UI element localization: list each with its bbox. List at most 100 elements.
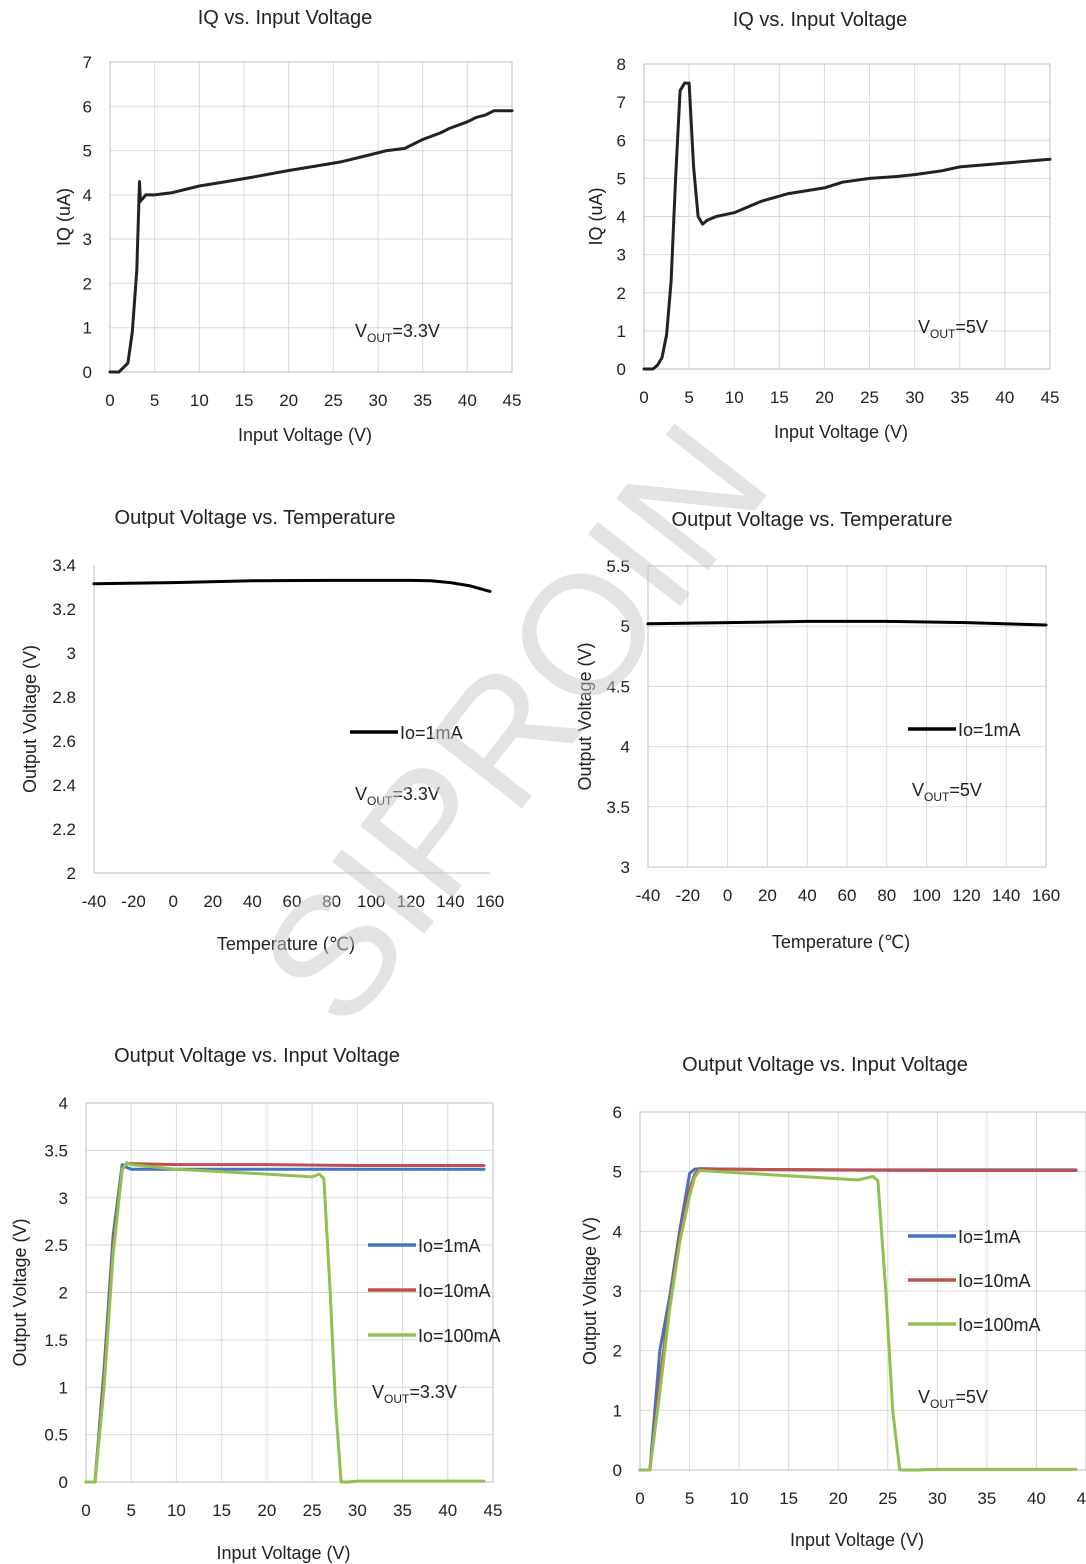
x-tick-label: 100 [912, 886, 940, 905]
y-tick-label: 1.5 [44, 1331, 68, 1350]
x-tick-label: 100 [357, 892, 385, 911]
x-tick-label: 120 [952, 886, 980, 905]
vout-annotation: VOUT=5V [912, 780, 982, 804]
x-tick-label: 0 [105, 391, 114, 410]
series-line-io100ma [638, 1169, 1078, 1472]
y-tick-label: 5 [621, 617, 630, 636]
series-line [642, 81, 1052, 371]
x-tick-label: 20 [815, 388, 834, 407]
x-tick-label: 45 [1041, 388, 1060, 407]
y-tick-label: 4.5 [606, 677, 630, 696]
series-line [108, 109, 514, 374]
legend-label: Io=1mA [418, 1236, 481, 1256]
x-tick-label: 20 [257, 1501, 276, 1520]
y-tick-label: 2 [83, 274, 92, 293]
x-tick-label: 10 [190, 391, 209, 410]
series-line-io100ma [84, 1161, 486, 1484]
y-tick-label: 2.6 [52, 732, 76, 751]
x-tick-label: 35 [393, 1501, 412, 1520]
y-tick-label: 7 [83, 53, 92, 72]
x-tick-label: 35 [950, 388, 969, 407]
x-tick-label: 40 [1027, 1489, 1046, 1508]
x-tick-label: 25 [324, 391, 343, 410]
legend-label: Io=10mA [958, 1271, 1031, 1291]
x-tick-label: 40 [243, 892, 262, 911]
y-tick-label: 0 [59, 1473, 68, 1492]
y-tick-label: 6 [617, 131, 626, 150]
y-tick-label: 5 [613, 1163, 622, 1182]
x-tick-label: 10 [167, 1501, 186, 1520]
y-tick-label: 5 [83, 142, 92, 161]
x-tick-label: 15 [770, 388, 789, 407]
x-tick-label: 60 [838, 886, 857, 905]
vout-annotation: VOUT=5V [918, 1387, 988, 1411]
x-tick-label: 5 [150, 391, 159, 410]
x-tick-label: 35 [977, 1489, 996, 1508]
x-tick-label: 10 [725, 388, 744, 407]
y-axis-label: IQ (uA) [586, 187, 606, 245]
x-tick-label: 45 [1077, 1489, 1086, 1508]
x-tick-label: 40 [798, 886, 817, 905]
y-tick-label: 3.4 [52, 556, 76, 575]
y-tick-label: 4 [59, 1094, 68, 1113]
x-tick-label: 160 [1032, 886, 1060, 905]
legend-label: Io=100mA [958, 1315, 1041, 1335]
x-tick-label: 5 [685, 1489, 694, 1508]
x-tick-label: 10 [730, 1489, 749, 1508]
chart-3: -40 -20 0 20 40 60 80 100 120 140 160 2 2.2 2.4 2.6 2.8… [20, 507, 504, 954]
x-tick-label: 80 [877, 886, 896, 905]
y-tick-label: 8 [617, 55, 626, 74]
x-tick-label: 35 [413, 391, 432, 410]
y-tick-label: 3 [613, 1282, 622, 1301]
y-tick-label: 3 [83, 230, 92, 249]
legend-label: Io=1mA [958, 720, 1021, 740]
x-tick-label: 45 [484, 1501, 503, 1520]
x-tick-label: 0 [635, 1489, 644, 1508]
y-tick-label: 1 [59, 1378, 68, 1397]
y-tick-label: 6 [613, 1103, 622, 1122]
x-tick-label: 20 [279, 391, 298, 410]
y-axis-label: Output Voltage (V) [20, 645, 40, 793]
y-tick-label: 3 [59, 1189, 68, 1208]
y-tick-label: 3 [67, 644, 76, 663]
x-tick-label: -20 [676, 886, 701, 905]
y-tick-label: 0 [617, 360, 626, 379]
vout-annotation: VOUT=3.3V [355, 784, 440, 808]
x-tick-label: 15 [235, 391, 254, 410]
y-axis-label: Output Voltage (V) [575, 642, 595, 790]
x-tick-label: 15 [779, 1489, 798, 1508]
y-axis-label: IQ (uA) [54, 188, 74, 246]
plot-frame [643, 63, 1051, 370]
y-axis-label: Output Voltage (V) [10, 1218, 30, 1366]
chart-title: Output Voltage vs. Input Voltage [114, 1045, 400, 1067]
vout-annotation: VOUT=3.3V [355, 321, 440, 345]
legend-label: Io=100mA [418, 1326, 501, 1346]
x-tick-label: 25 [303, 1501, 322, 1520]
x-tick-label: 5 [684, 388, 693, 407]
y-tick-label: 2 [59, 1284, 68, 1303]
y-tick-label: 4 [83, 186, 92, 205]
chart-title: Output Voltage vs. Input Voltage [682, 1054, 968, 1076]
y-tick-label: 1 [83, 319, 92, 338]
chart-title: IQ vs. Input Voltage [733, 9, 908, 31]
watermark-text: SIPROIN [224, 390, 804, 1058]
plot-frame [647, 565, 1047, 868]
chart-5: 0 5 10 15 20 25 30 35 40 45 0 0.5 1 1.5 2 2.5 3 3.5 4 Outpu… [10, 1045, 502, 1563]
y-tick-label: 2.5 [44, 1236, 68, 1255]
x-axis-label: Input Voltage (V) [216, 1543, 350, 1563]
y-tick-label: 5 [617, 169, 626, 188]
x-tick-label: 140 [992, 886, 1020, 905]
x-tick-label: 80 [322, 892, 341, 911]
y-tick-label: 1 [617, 322, 626, 341]
x-tick-label: -40 [636, 886, 661, 905]
x-axis-label: Temperature (℃) [217, 934, 355, 954]
y-tick-label: 2 [613, 1342, 622, 1361]
x-axis-label: Input Voltage (V) [774, 422, 908, 442]
y-tick-label: 2 [67, 864, 76, 883]
x-tick-label: 25 [878, 1489, 897, 1508]
y-tick-label: 4 [617, 208, 626, 227]
y-tick-label: 3 [617, 246, 626, 265]
legend-label: Io=10mA [418, 1281, 491, 1301]
